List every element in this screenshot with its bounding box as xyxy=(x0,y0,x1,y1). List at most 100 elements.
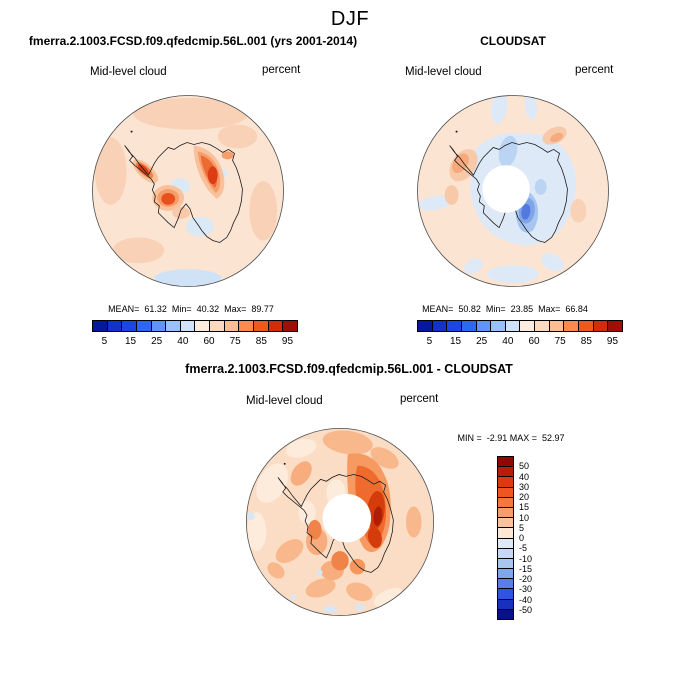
colorbar-tick-label: -10 xyxy=(519,553,533,564)
colorbar-cell xyxy=(498,477,513,488)
colorbar-cell xyxy=(579,321,594,331)
obs-colorbar xyxy=(417,320,623,332)
colorbar-tick-label: 0 xyxy=(519,533,525,543)
colorbar-cell xyxy=(498,558,513,570)
colorbar-tick-label: 5 xyxy=(519,522,525,533)
colorbar-tick-label: 30 xyxy=(519,481,530,492)
obs-field-label: Mid-level cloud xyxy=(405,66,482,78)
obs-map xyxy=(417,95,609,287)
model-colorbar-ticks: 5 15 25 40 60 75 85 95 xyxy=(92,336,298,348)
colorbar-tick-label: 85 xyxy=(255,336,267,347)
season-title: DJF xyxy=(330,8,370,30)
colorbar-tick-label: 20 xyxy=(519,492,530,502)
colorbar-cell xyxy=(498,457,513,468)
model-stats: MEAN= 61.32 Min= 40.32 Max= 89.77 xyxy=(108,304,274,314)
colorbar-cell xyxy=(180,321,196,331)
colorbar-tick-label: -30 xyxy=(519,584,533,595)
colorbar-cell xyxy=(498,538,513,549)
pole-data-gap xyxy=(322,493,372,543)
colorbar-cell xyxy=(498,609,513,619)
colorbar-tick-label: -5 xyxy=(519,543,528,554)
diff-units-label: percent xyxy=(400,393,439,405)
colorbar-tick-label: -20 xyxy=(519,574,533,584)
colorbar-cell xyxy=(498,467,513,478)
colorbar-cell xyxy=(447,321,462,331)
coastline-model xyxy=(124,142,243,243)
diff-case-title: fmerra.2.1003.FCSD.f09.qfedcmip.56L.001 … xyxy=(185,362,513,376)
colorbar-cell xyxy=(268,321,284,331)
colorbar-cell xyxy=(476,321,492,331)
diff-map xyxy=(246,428,434,616)
colorbar-cell xyxy=(210,321,225,331)
diff-colorbar xyxy=(497,456,514,620)
colorbar-cell xyxy=(549,321,565,331)
colorbar-tick-label: 40 xyxy=(519,471,530,482)
colorbar-tick-label: 60 xyxy=(203,336,215,347)
colorbar-tick-label: 15 xyxy=(519,502,530,513)
colorbar-tick-label: 50 xyxy=(519,461,530,472)
colorbar-cell xyxy=(491,321,506,331)
colorbar-cell xyxy=(498,579,513,590)
model-map xyxy=(92,95,284,287)
colorbar-tick-label: 40 xyxy=(177,336,189,347)
colorbar-tick-label: -50 xyxy=(519,604,533,615)
colorbar-tick-label: 75 xyxy=(229,336,241,347)
model-units-label: percent xyxy=(262,64,301,76)
colorbar-cell xyxy=(498,497,513,508)
colorbar-cell xyxy=(136,321,152,331)
model-field-label: Mid-level cloud xyxy=(90,66,167,78)
colorbar-cell xyxy=(498,528,513,539)
coastline-obs xyxy=(449,142,568,243)
obs-case-title: CLOUDSAT xyxy=(480,34,546,48)
colorbar-cell xyxy=(283,321,297,331)
colorbar-tick-label: 15 xyxy=(449,336,462,347)
colorbar-cell xyxy=(564,321,580,331)
colorbar-tick-label: 95 xyxy=(281,336,294,347)
colorbar-cell xyxy=(505,321,521,331)
diff-field-label: Mid-level cloud xyxy=(246,395,323,407)
colorbar-cell xyxy=(498,569,513,580)
colorbar-cell xyxy=(93,321,108,331)
colorbar-cell xyxy=(107,321,123,331)
colorbar-cell xyxy=(224,321,240,331)
colorbar-cell xyxy=(498,589,513,600)
colorbar-tick-label: 25 xyxy=(151,336,163,347)
colorbar-tick-label: 10 xyxy=(519,512,530,523)
colorbar-cell xyxy=(535,321,550,331)
colorbar-cell xyxy=(461,321,477,331)
colorbar-cell xyxy=(418,321,433,331)
colorbar-cell xyxy=(593,321,609,331)
colorbar-tick-label: 15 xyxy=(124,336,137,347)
colorbar-cell xyxy=(166,321,181,331)
colorbar-tick-label: -40 xyxy=(519,594,533,605)
obs-stats: MEAN= 50.82 Min= 23.85 Max= 66.84 xyxy=(422,304,588,314)
colorbar-tick-label: 5 xyxy=(101,336,108,347)
colorbar-cell xyxy=(498,487,513,498)
colorbar-cell xyxy=(151,321,167,331)
model-colorbar xyxy=(92,320,298,332)
colorbar-cell xyxy=(195,321,211,331)
colorbar-tick-label: 95 xyxy=(606,336,619,347)
model-case-title: fmerra.2.1003.FCSD.f09.qfedcmip.56L.001 … xyxy=(28,34,358,48)
colorbar-cell xyxy=(239,321,255,331)
colorbar-tick-label: 60 xyxy=(528,336,540,347)
diff-minmax: MIN = -2.91 MAX = 52.97 xyxy=(457,433,565,443)
colorbar-cell xyxy=(498,507,513,519)
colorbar-cell xyxy=(432,321,448,331)
colorbar-cell xyxy=(122,321,137,331)
colorbar-cell xyxy=(608,321,622,331)
colorbar-tick-label: 40 xyxy=(502,336,514,347)
colorbar-cell xyxy=(498,548,513,559)
colorbar-tick-label: 75 xyxy=(554,336,566,347)
colorbar-cell xyxy=(520,321,536,331)
colorbar-tick-label: -15 xyxy=(519,563,533,574)
coastline-diff xyxy=(277,474,394,573)
colorbar-cell xyxy=(254,321,269,331)
colorbar-tick-label: 5 xyxy=(426,336,433,347)
obs-colorbar-ticks: 5 15 25 40 60 75 85 95 xyxy=(417,336,623,348)
obs-units-label: percent xyxy=(575,64,614,76)
colorbar-cell xyxy=(498,518,513,529)
colorbar-tick-label: 85 xyxy=(580,336,592,347)
colorbar-tick-label: 25 xyxy=(476,336,488,347)
